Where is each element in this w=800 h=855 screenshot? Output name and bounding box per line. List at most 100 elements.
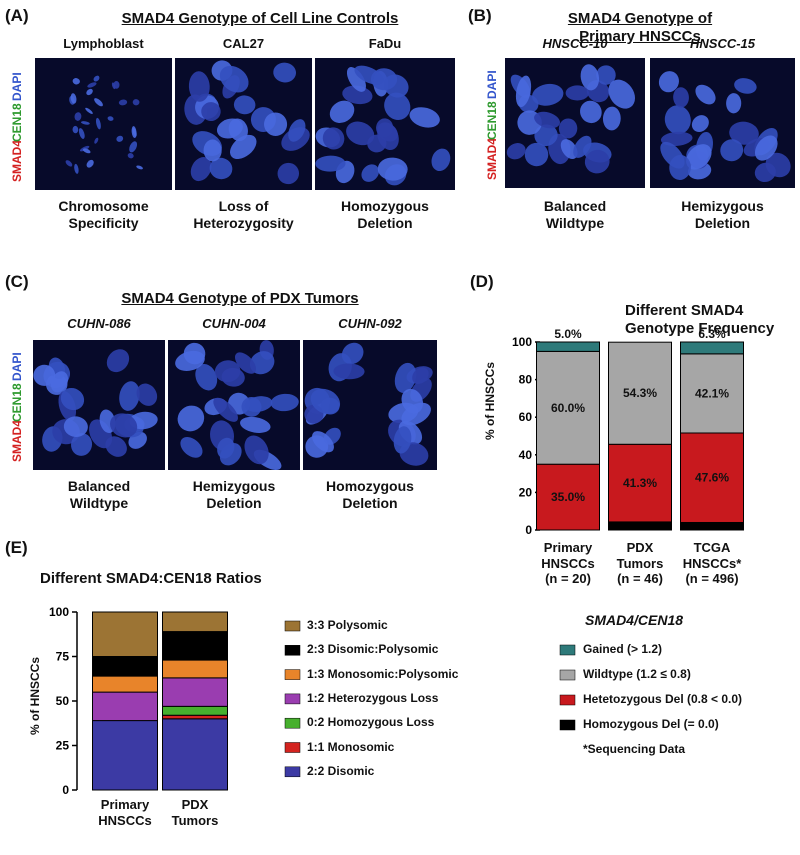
bar-segment [162,677,228,707]
nucleus [180,437,203,458]
channel-label: DAPI [485,70,499,100]
channel-label: DAPI [10,72,24,102]
nucleus [33,364,56,386]
image-caption: Balanced Wildtype [67,478,131,511]
bar-segment [608,443,672,523]
nucleus [118,99,128,106]
nucleus [94,137,99,144]
channel-label: CEN18 [10,102,24,142]
value-label: 41.3% [623,476,657,490]
image-header: HNSCC-10 [542,36,608,51]
legend-label: 1:2 Heterozygous Loss [307,690,439,705]
legend-label: 0:2 Homozygous Loss [307,715,435,730]
nucleus [72,125,79,134]
chart-title: Different SMAD4 Genotype Frequency [625,302,775,337]
legend-swatch [284,669,301,680]
image-caption: Chromosome Specificity [58,198,149,231]
nucleus [85,107,93,114]
panel-title: SMAD4 Genotype of Cell Line Controls [121,10,399,27]
bar-segment [92,675,158,693]
nucleus [394,362,417,393]
nucleus [132,99,140,106]
nucleus [409,107,440,128]
value-label: 5.0% [554,327,582,341]
channel-label: CEN18 [10,382,24,422]
nucleus [524,142,549,167]
nucleus [277,162,300,185]
nucleus [384,74,409,98]
legend-label: 1:3 Monosomic:Polysomic [307,666,459,681]
legend-swatch [559,719,576,731]
x-tick-label: TCGA HNSCCs* (n = 496) [682,540,742,587]
panel-label: (A) [5,6,29,25]
legend-swatch [284,717,301,729]
nucleus [82,148,91,154]
legend-swatch [284,693,301,705]
y-tick-label: 0 [525,523,532,537]
nucleus [412,367,429,384]
legend-label: Homozygous Del (= 0.0) [583,717,719,731]
legend-swatch [559,644,576,656]
nucleus [111,82,116,90]
legend-label: 1:1 Monosomic [307,739,395,754]
value-label: 6.3% [698,327,726,341]
nucleus [119,381,140,411]
nucleus [729,121,759,145]
channel-label: SMAD4 [485,138,499,181]
bar-segment [536,350,600,465]
nucleus [393,426,412,454]
value-label: 60.0% [551,401,585,415]
nucleus [213,397,238,422]
panel-label: (D) [470,272,494,291]
nucleus [70,93,77,104]
nucleus [94,98,103,107]
bar-segment [92,656,158,677]
bar-segment [162,718,228,791]
nucleus [584,149,610,174]
nucleus [230,134,257,159]
nucleus [322,127,345,150]
nucleus [244,435,269,465]
nucleus [264,112,288,136]
nucleus [367,134,387,153]
chart-note: *Sequencing Data [583,742,686,756]
y-tick-label: 100 [512,335,532,349]
nucleus [78,128,85,139]
legend-title: SMAD4/CEN18 [585,612,684,628]
legend-label: 3:3 Polysomic [307,618,388,632]
bar-segment [536,463,600,531]
nucleus [116,135,124,142]
nucleus [131,126,137,139]
image-header: HNSCC-15 [689,36,756,51]
x-tick-label: Primary HNSCCs [98,797,152,828]
nucleus [384,92,411,120]
nucleus [93,75,100,82]
nucleus [754,135,778,161]
nucleus [534,124,558,147]
nucleus [209,157,233,180]
nucleus [136,383,158,406]
image-caption: Hemizygous Deletion [681,198,764,231]
nucleus [361,164,380,182]
nucleus [50,371,69,393]
panel-title: SMAD4 Genotype of PDX Tumors [121,290,359,307]
nucleus [129,141,138,153]
nucleus [660,141,685,169]
nucleus [560,139,578,160]
legend-swatch [284,742,301,753]
nucleus [136,165,143,170]
nucleus [177,405,205,432]
nucleus [288,119,306,142]
bar-segment [162,705,228,716]
nucleus [219,65,249,93]
x-tick-label: PDX Tumors (n = 46) [616,540,664,587]
nucleus [726,93,742,114]
nucleus [195,364,218,391]
y-tick-label: 60 [519,410,533,424]
channel-label: CEN18 [485,100,499,140]
nucleus [65,160,73,167]
nucleus [573,135,592,158]
bar-segment [92,720,158,791]
x-tick-label: Primary HNSCCs (n = 20) [541,540,595,587]
